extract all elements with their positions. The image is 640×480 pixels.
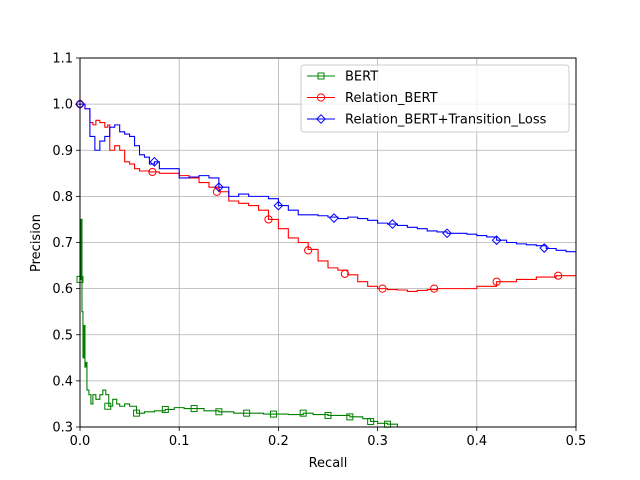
data-point-bert <box>269 410 277 418</box>
data-point-relation-bert-transition-loss <box>273 200 284 211</box>
series-markers <box>75 99 563 428</box>
x-tick-label: 0.1 <box>169 434 190 449</box>
legend: BERT Relation_BERT Relation_BERT+Transitio… <box>300 64 570 133</box>
y-tick-label: 1.0 <box>52 98 73 113</box>
data-point-relation-bert <box>264 215 273 224</box>
series-lines <box>80 103 576 427</box>
x-tick-label: 0.3 <box>367 434 388 449</box>
data-point-relation-bert <box>492 277 501 286</box>
data-point-relation-bert <box>554 271 563 280</box>
data-point-bert <box>324 411 332 419</box>
legend-marker-relation-bert <box>316 93 326 102</box>
data-point-bert <box>133 409 141 417</box>
data-point-relation-bert <box>212 187 221 196</box>
x-axis-label: Recall <box>309 456 348 471</box>
legend-label-bert: BERT <box>345 70 378 85</box>
series-line-relation-bert-transition-loss <box>80 103 576 255</box>
y-tick-label: 0.8 <box>52 190 73 205</box>
data-point-relation-bert <box>430 284 439 293</box>
y-tick-label: 0.4 <box>52 374 73 389</box>
y-tick-label: 0.3 <box>52 421 73 436</box>
y-tick-label: 0.6 <box>52 282 73 297</box>
y-axis-label: Precision <box>29 214 44 272</box>
data-point-relation-bert-transition-loss <box>539 243 550 253</box>
x-tick-label: 0.4 <box>466 434 487 449</box>
data-point-bert <box>299 409 307 417</box>
data-point-relation-bert-transition-loss <box>442 228 452 239</box>
legend-label-relation-bert: Relation_BERT <box>345 91 438 106</box>
y-tick-label: 0.5 <box>52 328 73 343</box>
y-tick-label: 1.1 <box>52 52 73 67</box>
x-axis-ticks: 0.0 0.1 0.2 0.3 0.4 0.5 <box>70 427 587 449</box>
legend-label-relation-bert-transition-loss: Relation_BERT+Transition_Loss <box>345 113 547 128</box>
data-point-relation-bert <box>378 284 387 293</box>
x-tick-label: 0.0 <box>70 434 91 449</box>
x-tick-label: 0.2 <box>268 434 289 449</box>
data-point-bert <box>161 405 169 413</box>
data-point-bert <box>243 409 251 417</box>
legend-box <box>300 64 570 133</box>
legend-marker-relation-bert-transition-loss <box>316 114 326 124</box>
data-point-bert <box>346 413 354 421</box>
data-point-bert <box>215 408 223 416</box>
series-line-relation-bert <box>80 103 576 292</box>
data-point-relation-bert-transition-loss <box>387 219 398 229</box>
series-line-bert <box>80 218 408 427</box>
y-axis-ticks: 0.3 0.4 0.5 0.6 0.7 0.8 0.9 1.0 1.1 <box>52 52 80 436</box>
data-point-relation-bert-transition-loss <box>329 213 339 223</box>
data-point-bert <box>367 417 375 425</box>
data-point-relation-bert-transition-loss <box>149 156 160 167</box>
data-point-relation-bert-transition-loss <box>491 235 502 246</box>
y-tick-label: 0.7 <box>52 236 73 251</box>
y-tick-label: 0.9 <box>52 144 73 159</box>
data-point-bert <box>104 402 112 410</box>
data-point-bert <box>190 405 198 413</box>
data-point-relation-bert <box>304 246 313 255</box>
legend-marker-bert <box>317 72 325 80</box>
data-point-relation-bert <box>340 269 349 278</box>
data-point-relation-bert <box>148 167 157 177</box>
x-tick-label: 0.5 <box>566 434 587 449</box>
data-point-relation-bert-transition-loss <box>213 182 224 193</box>
